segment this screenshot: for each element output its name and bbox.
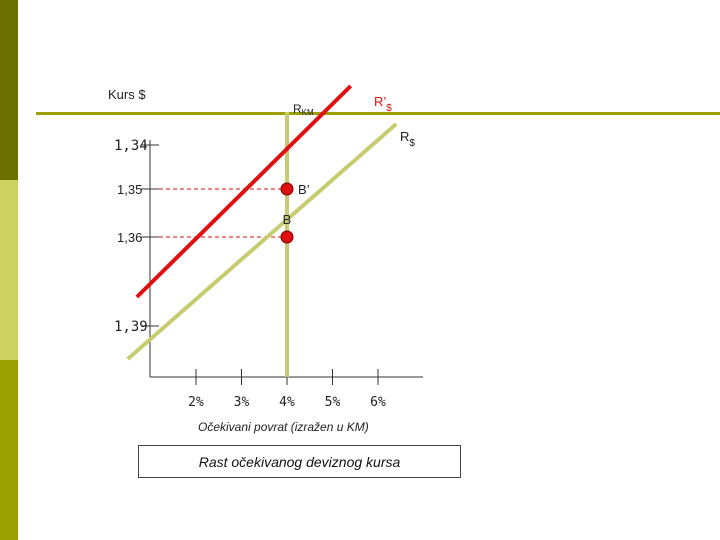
sidebar-band-olive xyxy=(0,360,18,540)
caption-text: Rast očekivanog deviznog kursa xyxy=(198,453,401,470)
x-tick-label: 2% xyxy=(188,395,204,410)
caption-box: Rast očekivanog deviznog kursa xyxy=(138,445,461,478)
title-divider xyxy=(36,112,720,115)
series-r-prime-dollar-line xyxy=(135,84,353,299)
x-tick-label: 5% xyxy=(325,395,341,410)
series-r-dollar-line xyxy=(126,122,398,361)
point-marker xyxy=(280,182,294,196)
sidebar-band-dark xyxy=(0,0,18,180)
y-axis-title: Kurs $ xyxy=(108,87,146,102)
point-label: B xyxy=(283,212,292,227)
series-r-dollar-label: R$ xyxy=(400,129,415,149)
y-tick-label: 1,39 xyxy=(114,319,148,335)
y-tick-label: 1,35 xyxy=(117,182,142,197)
x-tick-label: 6% xyxy=(370,395,386,410)
sidebar-band-light xyxy=(0,180,18,360)
point-marker xyxy=(280,230,294,244)
point-label: B’ xyxy=(298,182,310,197)
y-tick-label: 1,34 xyxy=(114,138,148,154)
x-tick-label: 3% xyxy=(234,395,250,410)
series-r-prime-dollar-label: R’$ xyxy=(374,94,392,114)
x-axis-title: Očekivani povrat (izražen u KM) xyxy=(198,420,369,434)
y-tick-label: 1,36 xyxy=(117,230,142,245)
x-tick-label: 4% xyxy=(279,395,295,410)
series-rkm-label: RKM xyxy=(293,102,314,117)
